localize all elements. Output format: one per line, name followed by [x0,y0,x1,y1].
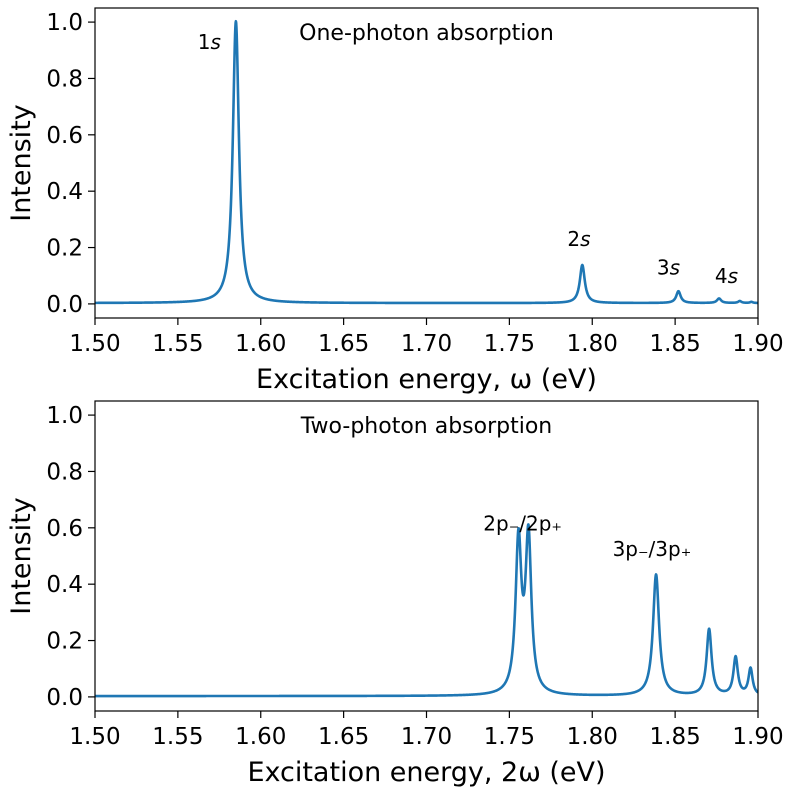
x-axis-label: Excitation energy, ω (eV) [256,364,597,395]
y-tick-label: 0.2 [46,236,83,262]
y-axis-label: Intensity [6,104,37,222]
x-tick-label: 1.70 [401,724,452,750]
x-tick-label: 1.80 [567,331,618,357]
y-tick-label: 0.4 [46,572,83,598]
y-axis-label: Intensity [6,497,37,615]
x-tick-label: 1.50 [69,724,120,750]
x-tick-label: 1.85 [650,724,701,750]
peak-annotation: 1s [198,30,221,54]
x-axis-label: Excitation energy, 2ω (eV) [247,757,605,788]
x-tick-label: 1.90 [732,331,783,357]
x-tick-label: 1.75 [484,724,535,750]
peak-annotation: 3p₋/3p₊ [613,537,692,561]
y-tick-label: 1.0 [46,403,83,429]
y-tick-label: 0.6 [46,123,83,149]
x-tick-label: 1.55 [152,331,203,357]
x-tick-label: 1.70 [401,331,452,357]
x-tick-label: 1.85 [650,331,701,357]
series-line [95,19,758,305]
panel-title: Two-photon absorption [300,414,553,439]
y-tick-label: 0.6 [46,516,83,542]
x-tick-label: 1.55 [152,724,203,750]
y-tick-label: 0.8 [46,459,83,485]
y-tick-label: 1.0 [46,10,83,36]
y-tick-label: 0.8 [46,66,83,92]
chart-panel-2: 1.50 1.55 1.60 1.65 1.70 1.75 1.80 1.85 1.90 0.0 0… [6,400,784,788]
peak-annotation: 4s [715,264,738,288]
y-tick-label: 0.0 [46,292,83,318]
x-tick-label: 1.75 [484,331,535,357]
x-tick-label: 1.65 [318,331,369,357]
y-tick-label: 0.0 [46,685,83,711]
y-tick-label: 0.2 [46,629,83,655]
peak-annotation: 2s [567,227,590,251]
peak-annotation: 3s [657,255,680,279]
x-tick-label: 1.90 [732,724,783,750]
x-tick-label: 1.60 [235,724,286,750]
x-tick-label: 1.80 [567,724,618,750]
peak-annotation: 2p₋/2p₊ [483,512,562,536]
chart-panel-1: 1.50 1.55 1.60 1.65 1.70 1.75 1.80 1.85 1.90 0.0 0… [6,7,784,395]
x-tick-label: 1.50 [69,331,120,357]
y-tick-label: 0.4 [46,179,83,205]
panel-title: One-photon absorption [299,21,554,46]
x-tick-label: 1.60 [235,331,286,357]
series-line [95,523,758,698]
x-tick-label: 1.65 [318,724,369,750]
